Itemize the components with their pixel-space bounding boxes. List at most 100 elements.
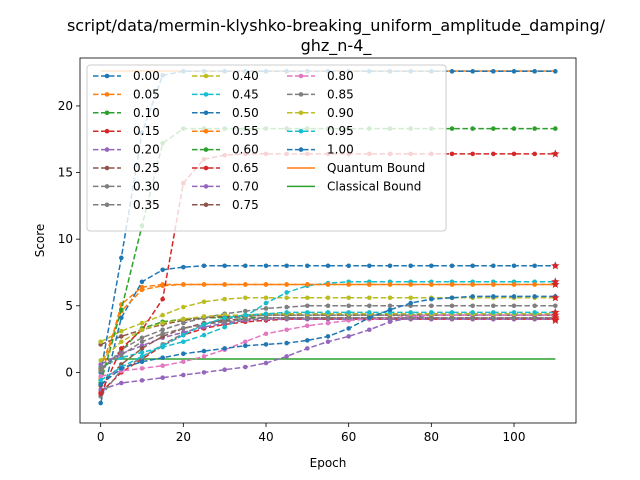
series-point (429, 263, 434, 269)
legend-marker (203, 128, 209, 134)
series-point (491, 282, 496, 287)
legend-marker (298, 110, 304, 116)
series-point (367, 282, 372, 287)
series-point (181, 320, 186, 326)
series-point (263, 311, 269, 317)
series-point (491, 294, 496, 299)
series-point (284, 354, 289, 359)
series-point (263, 315, 269, 321)
series-point (532, 263, 537, 269)
legend-marker (104, 128, 110, 134)
series-point (491, 310, 496, 315)
series-point (263, 263, 269, 269)
series-point (532, 126, 537, 131)
x-tick-label: 40 (258, 430, 273, 444)
series-point (325, 303, 331, 309)
series-point (284, 310, 289, 315)
y-tick-label: 15 (58, 166, 73, 180)
series-point (367, 327, 372, 333)
legend-marker (104, 110, 110, 116)
series-point (408, 310, 413, 315)
series-point (201, 370, 207, 375)
series-point (511, 69, 517, 74)
series-point (325, 320, 331, 326)
series-point (243, 312, 248, 318)
legend-label: 0.80 (327, 69, 354, 83)
legend-entry: 0.00 (93, 69, 160, 83)
series-point (470, 303, 475, 309)
series-point (449, 263, 455, 269)
series-point (139, 279, 145, 285)
legend-entry: 0.80 (287, 69, 354, 83)
series-point (511, 263, 517, 269)
series-point (201, 322, 207, 327)
series-point (305, 338, 310, 343)
series-point (160, 355, 165, 361)
legend-label: 0.70 (232, 179, 259, 193)
series-point (181, 316, 186, 322)
series-point (305, 263, 310, 269)
series-point (408, 315, 413, 321)
legend-label: 1.00 (327, 143, 354, 157)
series-point (367, 315, 372, 321)
series-point (160, 312, 165, 318)
legend-marker (203, 110, 209, 116)
series-point (160, 327, 165, 333)
series-point (284, 295, 289, 301)
legend-label: 0.40 (232, 69, 259, 83)
series-point (429, 315, 434, 321)
legend-label: Classical Bound (327, 179, 421, 193)
series-point (346, 334, 351, 339)
series-point (367, 263, 372, 269)
series-point (222, 367, 227, 373)
series-point (98, 366, 103, 371)
series-point (98, 382, 103, 387)
series-point (98, 391, 103, 396)
series-point (470, 294, 475, 299)
x-tick-label: 20 (176, 430, 191, 444)
legend-label: 0.10 (133, 106, 160, 120)
series-point (222, 324, 227, 330)
series-point (511, 310, 517, 315)
legend-entry: 1.00 (287, 143, 354, 157)
legend-entry: 0.75 (192, 198, 259, 212)
series-point (305, 282, 310, 287)
legend-entry: 0.85 (287, 87, 354, 101)
final-marker (551, 315, 560, 325)
legend-label: 0.75 (232, 198, 259, 212)
series-point (449, 126, 455, 131)
series-point (160, 343, 165, 349)
series-point (532, 282, 537, 287)
series-point (139, 327, 145, 333)
series-point (367, 310, 372, 315)
series-point (243, 364, 248, 370)
series-point (449, 310, 455, 315)
series-point (201, 282, 207, 287)
series-point (119, 255, 124, 261)
series-point (160, 267, 165, 273)
series-point (119, 307, 124, 313)
series-point (553, 69, 558, 74)
series-point (346, 303, 351, 309)
series-point (511, 126, 517, 131)
series-point (491, 263, 496, 269)
series-point (98, 362, 103, 367)
series-point (429, 296, 434, 302)
series-point (532, 315, 537, 321)
legend-entry: 0.40 (192, 69, 259, 83)
series-point (408, 295, 413, 301)
legend-marker (298, 147, 304, 152)
series-point (532, 69, 537, 74)
legend-label: 0.85 (327, 87, 354, 101)
series-point (160, 331, 165, 337)
series-point (119, 346, 124, 351)
legend-label: 0.55 (232, 124, 259, 138)
series-point (243, 316, 248, 322)
legend-entry: 0.55 (192, 124, 259, 138)
series-point (553, 126, 558, 131)
legend-label: 0.35 (133, 198, 160, 212)
series-point (346, 315, 351, 321)
series-point (346, 295, 351, 301)
series-point (470, 310, 475, 315)
series-point (511, 294, 517, 299)
